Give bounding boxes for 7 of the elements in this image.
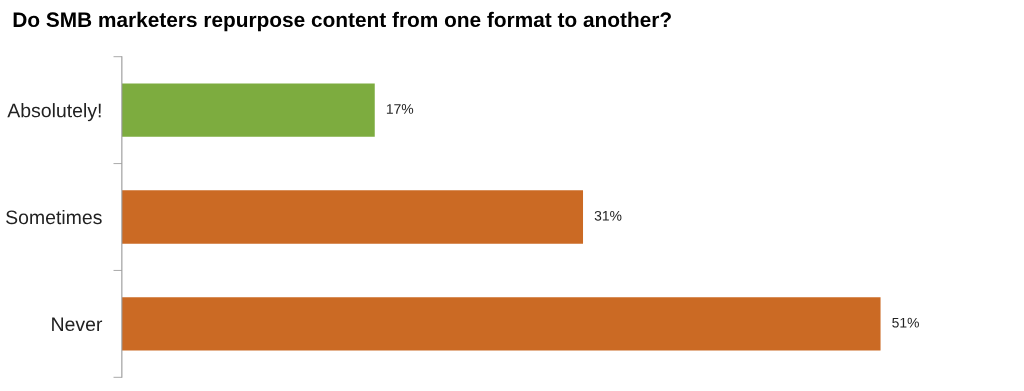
y-tick-label: Never	[52, 317, 103, 332]
chart-title: Do SMB marketers repurpose content from one format to another?	[13, 11, 671, 32]
y-tick-label: Absolutely!	[7, 103, 101, 122]
data-label: 17%	[386, 104, 414, 114]
y-tick-label: Sometimes	[6, 209, 102, 225]
data-label: 51%	[892, 317, 919, 328]
data-label: 31%	[594, 210, 622, 221]
